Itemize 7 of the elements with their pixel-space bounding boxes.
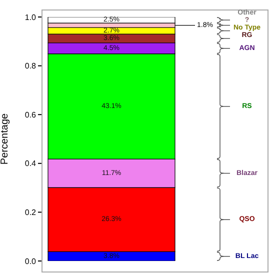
y-axis-title: Percentage — [0, 112, 11, 165]
y-tick-label: 0.8 — [24, 62, 37, 71]
y-tick-label: 0.6 — [24, 110, 37, 120]
y-tick-label: 0.2 — [24, 208, 37, 218]
y-tick-label: 0.4 — [24, 159, 37, 168]
y-tick-label: 0.0 — [24, 256, 37, 266]
y-tick-label: 1.0 — [24, 12, 37, 22]
